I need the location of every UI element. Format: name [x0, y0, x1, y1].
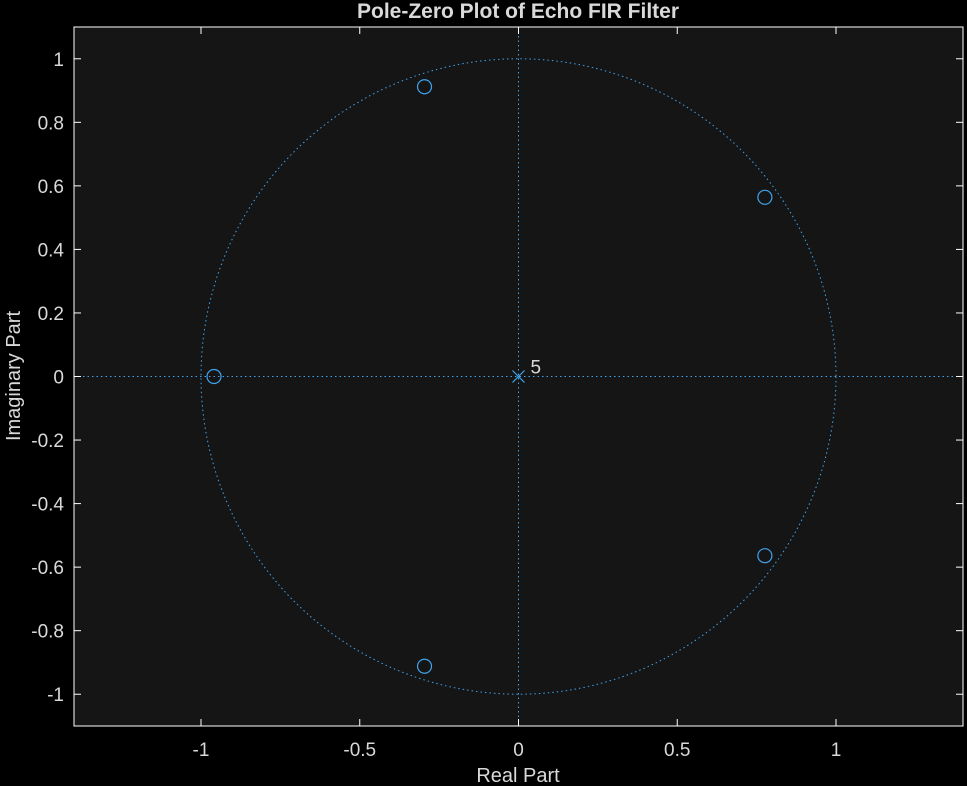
zero-marker	[416, 79, 433, 95]
x-tick-label: 1	[831, 740, 842, 761]
y-tick-label: -0.8	[31, 622, 64, 643]
zero-marker	[206, 368, 222, 385]
axes-frame	[73, 26, 964, 727]
y-tick-label: -0.2	[31, 431, 64, 452]
chart-title: Pole-Zero Plot of Echo FIR Filter	[357, 0, 679, 23]
y-tick-label: 0	[53, 368, 64, 389]
y-tick-labels: 1 0.8 0.6 0.4 0.2 0 -0.2 -0.4 -0.6 -0.8 -1	[31, 50, 64, 706]
zero-marker	[757, 548, 773, 564]
y-tick-label: -0.6	[31, 558, 64, 579]
y-tick-label: 0.4	[38, 240, 65, 261]
markers: 5	[206, 79, 773, 674]
y-tick-label: -0.4	[31, 495, 64, 516]
y-axis-label: Imaginary Part	[3, 311, 25, 441]
zero-marker	[416, 658, 433, 674]
pole-stroke	[512, 370, 525, 383]
tick-marks	[74, 27, 963, 726]
x-tick-label: 0.5	[664, 740, 690, 761]
y-tick-label: 0.8	[38, 113, 64, 134]
y-tick-label: -1	[47, 685, 64, 706]
y-tick-label: 0.2	[38, 304, 64, 325]
y-tick-label: 1	[53, 50, 64, 71]
x-axis-label: Real Part	[476, 765, 560, 786]
y-tick-label: 0.6	[38, 177, 64, 198]
zero-marker	[757, 189, 773, 205]
reference-lines	[74, 27, 963, 726]
x-tick-label: -1	[193, 740, 210, 761]
pole-marker	[512, 370, 525, 383]
x-tick-labels: -1 -0.5 0 0.5 1	[193, 740, 842, 761]
pole-multiplicity-label: 5	[531, 358, 542, 379]
x-tick-label: -0.5	[343, 740, 376, 761]
x-tick-label: 0	[513, 740, 524, 761]
